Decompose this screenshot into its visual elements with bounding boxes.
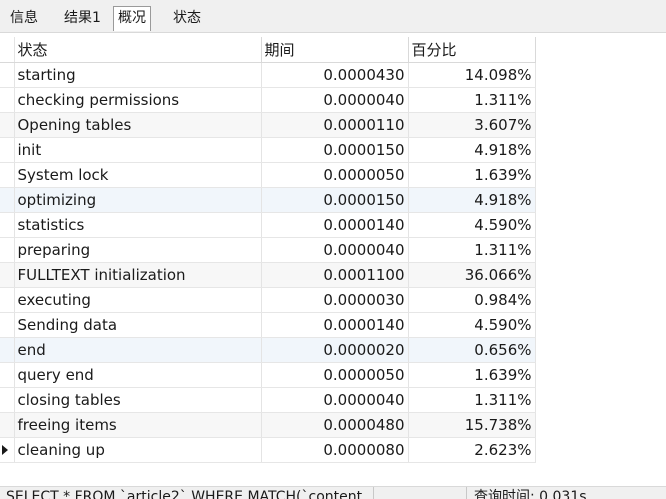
row-indicator[interactable] — [0, 262, 15, 288]
table-row[interactable]: executing 0.0000030 0.984% — [0, 287, 536, 313]
row-indicator[interactable] — [0, 112, 15, 138]
table-row[interactable]: cleaning up 0.0000080 2.623% — [0, 437, 536, 463]
cell-status[interactable]: Sending data — [14, 312, 262, 338]
table-row[interactable]: System lock 0.0000050 1.639% — [0, 162, 536, 188]
profile-table: 状态 期间 百分比 starting 0.0000430 14.098% checki… — [0, 37, 536, 463]
cell-duration[interactable]: 0.0000150 — [261, 187, 409, 213]
tab-result-1[interactable]: 结果1 — [64, 10, 101, 26]
cell-percent[interactable]: 4.918% — [408, 137, 536, 163]
tab-profile[interactable]: 概况 — [113, 6, 151, 31]
cell-status[interactable]: starting — [14, 62, 262, 88]
cell-duration[interactable]: 0.0000050 — [261, 162, 409, 188]
cell-percent[interactable]: 15.738% — [408, 412, 536, 438]
cell-status[interactable]: FULLTEXT initialization — [14, 262, 262, 288]
table-row[interactable]: FULLTEXT initialization 0.0001100 36.066% — [0, 262, 536, 288]
cell-status[interactable]: closing tables — [14, 387, 262, 413]
cell-duration[interactable]: 0.0000020 — [261, 337, 409, 363]
table-header-row: 状态 期间 百分比 — [0, 37, 536, 63]
row-indicator[interactable] — [0, 337, 15, 363]
row-indicator-header — [0, 37, 15, 63]
cell-percent[interactable]: 14.098% — [408, 62, 536, 88]
cell-percent[interactable]: 1.311% — [408, 387, 536, 413]
table-row[interactable]: init 0.0000150 4.918% — [0, 137, 536, 163]
status-bar: SELECT * FROM `article2` WHERE MATCH(`co… — [0, 486, 666, 499]
cell-duration[interactable]: 0.0000030 — [261, 287, 409, 313]
cell-duration[interactable]: 0.0000140 — [261, 212, 409, 238]
column-header-percent[interactable]: 百分比 — [408, 37, 536, 63]
cell-status[interactable]: statistics — [14, 212, 262, 238]
status-query-time: 查询时间: 0.031s — [474, 489, 587, 499]
row-indicator[interactable] — [0, 187, 15, 213]
cell-duration[interactable]: 0.0000480 — [261, 412, 409, 438]
cell-duration[interactable]: 0.0000080 — [261, 437, 409, 463]
cell-duration[interactable]: 0.0000050 — [261, 362, 409, 388]
cell-percent[interactable]: 36.066% — [408, 262, 536, 288]
row-indicator[interactable] — [0, 362, 15, 388]
row-indicator[interactable] — [0, 62, 15, 88]
current-row-arrow-icon — [2, 445, 8, 455]
table-row[interactable]: query end 0.0000050 1.639% — [0, 362, 536, 388]
table-row[interactable]: Opening tables 0.0000110 3.607% — [0, 112, 536, 138]
cell-duration[interactable]: 0.0000140 — [261, 312, 409, 338]
cell-status[interactable]: executing — [14, 287, 262, 313]
status-divider — [373, 487, 374, 499]
column-header-duration[interactable]: 期间 — [261, 37, 409, 63]
cell-percent[interactable]: 2.623% — [408, 437, 536, 463]
row-indicator[interactable] — [0, 412, 15, 438]
row-indicator[interactable] — [0, 87, 15, 113]
row-indicator[interactable] — [0, 212, 15, 238]
cell-percent[interactable]: 4.590% — [408, 212, 536, 238]
cell-duration[interactable]: 0.0000150 — [261, 137, 409, 163]
cell-status[interactable]: Opening tables — [14, 112, 262, 138]
cell-status[interactable]: freeing items — [14, 412, 262, 438]
table-row[interactable]: optimizing 0.0000150 4.918% — [0, 187, 536, 213]
result-tab-bar: 信息 结果1 概况 状态 — [0, 0, 666, 33]
status-query-text: SELECT * FROM `article2` WHERE MATCH(`co… — [6, 489, 363, 499]
cell-duration[interactable]: 0.0001100 — [261, 262, 409, 288]
cell-duration[interactable]: 0.0000430 — [261, 62, 409, 88]
row-indicator[interactable] — [0, 437, 15, 463]
row-indicator[interactable] — [0, 387, 15, 413]
table-row[interactable]: end 0.0000020 0.656% — [0, 337, 536, 363]
status-divider — [466, 487, 467, 499]
cell-status[interactable]: cleaning up — [14, 437, 262, 463]
cell-percent[interactable]: 3.607% — [408, 112, 536, 138]
cell-percent[interactable]: 4.590% — [408, 312, 536, 338]
cell-percent[interactable]: 1.639% — [408, 362, 536, 388]
table-row[interactable]: Sending data 0.0000140 4.590% — [0, 312, 536, 338]
cell-duration[interactable]: 0.0000040 — [261, 387, 409, 413]
cell-duration[interactable]: 0.0000040 — [261, 87, 409, 113]
row-indicator[interactable] — [0, 162, 15, 188]
table-row[interactable]: checking permissions 0.0000040 1.311% — [0, 87, 536, 113]
cell-percent[interactable]: 0.984% — [408, 287, 536, 313]
row-indicator[interactable] — [0, 312, 15, 338]
cell-status[interactable]: checking permissions — [14, 87, 262, 113]
row-indicator[interactable] — [0, 287, 15, 313]
cell-percent[interactable]: 1.311% — [408, 87, 536, 113]
cell-status[interactable]: optimizing — [14, 187, 262, 213]
row-indicator[interactable] — [0, 137, 15, 163]
table-row[interactable]: statistics 0.0000140 4.590% — [0, 212, 536, 238]
cell-percent[interactable]: 1.639% — [408, 162, 536, 188]
tab-status[interactable]: 状态 — [173, 10, 201, 26]
row-indicator[interactable] — [0, 237, 15, 263]
cell-percent[interactable]: 4.918% — [408, 187, 536, 213]
table-row[interactable]: closing tables 0.0000040 1.311% — [0, 387, 536, 413]
table-row[interactable]: preparing 0.0000040 1.311% — [0, 237, 536, 263]
table-row[interactable]: freeing items 0.0000480 15.738% — [0, 412, 536, 438]
table-row[interactable]: starting 0.0000430 14.098% — [0, 62, 536, 88]
cell-status[interactable]: init — [14, 137, 262, 163]
cell-status[interactable]: query end — [14, 362, 262, 388]
cell-percent[interactable]: 0.656% — [408, 337, 536, 363]
cell-duration[interactable]: 0.0000040 — [261, 237, 409, 263]
column-header-status[interactable]: 状态 — [14, 37, 262, 63]
tab-info[interactable]: 信息 — [10, 10, 38, 26]
cell-percent[interactable]: 1.311% — [408, 237, 536, 263]
cell-status[interactable]: preparing — [14, 237, 262, 263]
cell-status[interactable]: System lock — [14, 162, 262, 188]
cell-status[interactable]: end — [14, 337, 262, 363]
cell-duration[interactable]: 0.0000110 — [261, 112, 409, 138]
